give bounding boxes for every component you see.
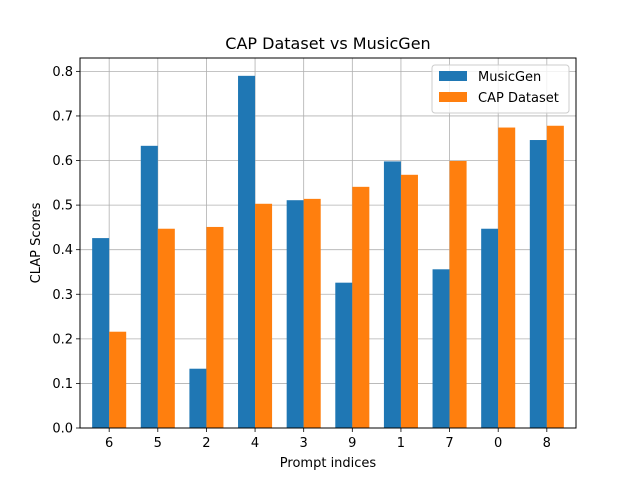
x-axis-label: Prompt indices (280, 456, 377, 471)
x-tick-label: 4 (251, 436, 259, 451)
x-tick-label: 1 (397, 436, 405, 451)
bar-cap-dataset (400, 174, 418, 428)
bar-musicgen (335, 282, 353, 428)
x-tick-label: 8 (543, 436, 551, 451)
bar-musicgen (481, 228, 499, 428)
legend-label-musicgen: MusicGen (478, 70, 541, 85)
y-tick-label: 0.2 (52, 332, 73, 347)
x-tick-label: 9 (348, 436, 356, 451)
bar-cap-dataset (255, 203, 273, 428)
y-tick-label: 0.3 (52, 288, 73, 303)
bar-cap-dataset (352, 186, 370, 428)
y-tick-label: 0.8 (52, 65, 73, 80)
bar-cap-dataset (303, 198, 321, 428)
legend-swatch-musicgen (439, 71, 467, 81)
bar-cap-dataset (206, 226, 224, 428)
chart-title: CAP Dataset vs MusicGen (225, 34, 430, 53)
plot-frame (79, 57, 577, 429)
x-axis-ticks: 6 5 2 4 3 9 1 7 0 8 (105, 428, 551, 451)
bar-cap-dataset (157, 228, 175, 428)
y-axis-label: CLAP Scores (29, 202, 44, 283)
bar-musicgen (432, 269, 450, 428)
bar-cap-dataset (109, 331, 127, 428)
bar-musicgen (238, 75, 256, 428)
x-tick-label: 3 (300, 436, 308, 451)
bar-cap-dataset (498, 127, 516, 428)
bar-musicgen (140, 145, 158, 428)
bars (92, 75, 564, 429)
y-tick-label: 0.1 (52, 377, 73, 392)
bar-musicgen (529, 140, 547, 428)
bar-musicgen (189, 368, 207, 428)
y-tick-label: 0.6 (52, 154, 73, 169)
y-axis-ticks: 0.0 0.1 0.2 0.3 0.4 0.5 0.6 0.7 0.8 (52, 65, 80, 437)
x-tick-label: 0 (494, 436, 502, 451)
legend: MusicGen CAP Dataset (431, 64, 570, 114)
bar-musicgen (92, 238, 110, 428)
x-tick-label: 7 (445, 436, 453, 451)
legend-swatch-cap-dataset (439, 92, 467, 102)
bar-musicgen (286, 200, 304, 428)
bar-musicgen (383, 161, 401, 428)
x-tick-label: 2 (202, 436, 210, 451)
y-tick-label: 0.4 (52, 243, 73, 258)
y-tick-label: 0.7 (52, 109, 73, 124)
x-tick-label: 5 (154, 436, 162, 451)
y-tick-label: 0.5 (52, 199, 73, 214)
bar-cap-dataset (546, 125, 564, 428)
x-tick-label: 6 (105, 436, 113, 451)
y-tick-label: 0.0 (52, 422, 73, 437)
bar-cap-dataset (449, 160, 467, 429)
legend-label-cap-dataset: CAP Dataset (478, 91, 559, 106)
